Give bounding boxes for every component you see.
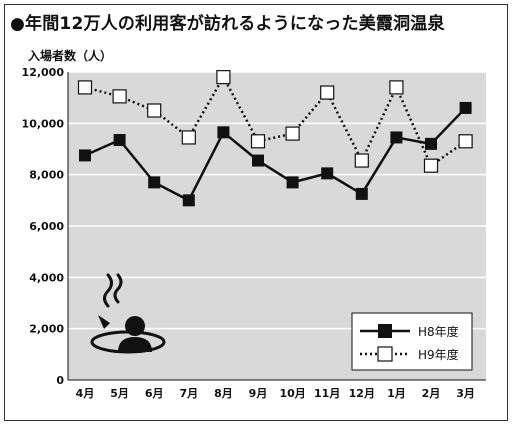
- y-tick-label: 4,000: [29, 271, 64, 284]
- x-tick-label: 4月: [76, 387, 95, 400]
- data-point: [217, 126, 230, 139]
- y-tick-label: 0: [56, 374, 64, 387]
- legend-label-h9: H9年度: [418, 347, 459, 362]
- data-point: [112, 89, 127, 104]
- y-tick-label: 8,000: [29, 169, 64, 182]
- y-tick-label: 12,000: [22, 66, 65, 79]
- legend-box: [351, 312, 473, 371]
- grid-lines: [67, 71, 486, 381]
- y-tick-label: 10,000: [22, 117, 65, 130]
- legend-marker-h8: [378, 324, 392, 338]
- x-tick-label: 6月: [145, 387, 164, 400]
- data-point: [182, 194, 195, 207]
- y-axis-label: 入場者数（人）: [28, 49, 113, 63]
- x-tick-label: 9月: [249, 387, 268, 400]
- data-point: [216, 70, 231, 85]
- x-tick-label: 12月: [349, 387, 375, 400]
- data-point: [286, 176, 299, 189]
- data-point: [147, 103, 162, 118]
- series-h8: [79, 101, 472, 207]
- data-point: [320, 85, 335, 100]
- x-tick-label: 8月: [214, 387, 233, 400]
- data-point: [389, 80, 404, 95]
- data-point: [425, 137, 437, 150]
- data-point: [458, 134, 473, 149]
- legend-label-h8: H8年度: [418, 324, 459, 339]
- x-tick-label: 1月: [387, 387, 406, 400]
- y-tick-label: 6,000: [29, 220, 64, 233]
- data-point: [250, 134, 266, 149]
- legend-marker-h9: [377, 346, 393, 362]
- data-point: [77, 80, 93, 95]
- series-h9: [77, 70, 473, 173]
- data-point: [148, 176, 161, 189]
- x-tick-label: 7月: [179, 387, 198, 400]
- data-point: [355, 187, 368, 200]
- x-tick-labels: 4月 5月 6月 7月 8月 9月 10月 11月 12月 1月 2月 3月: [76, 387, 475, 400]
- data-point: [423, 158, 439, 173]
- x-tick-label: 10月: [279, 387, 305, 400]
- data-point: [459, 101, 472, 114]
- hot-spring-icon: [90, 273, 166, 354]
- y-tick-label: 2,000: [29, 323, 64, 336]
- chart-title: ●年間12万人の利用客が訪れるようになった美霞洞温泉: [10, 14, 445, 34]
- data-point: [354, 153, 369, 168]
- x-tick-label: 11月: [314, 387, 340, 400]
- series-group: [77, 70, 473, 207]
- data-point: [285, 126, 300, 141]
- data-point: [181, 130, 196, 145]
- y-tick-labels: 0 2,000 4,000 6,000 8,000 10,000 12,000: [22, 66, 65, 387]
- x-tick-label: 2月: [422, 387, 441, 400]
- legend: H8年度 H9年度: [351, 312, 473, 371]
- data-point: [113, 134, 126, 147]
- data-point: [252, 154, 264, 167]
- x-tick-label: 5月: [110, 387, 129, 400]
- x-tick-label: 3月: [456, 387, 475, 400]
- data-point: [79, 149, 91, 162]
- data-point: [390, 131, 403, 144]
- data-point: [321, 167, 334, 180]
